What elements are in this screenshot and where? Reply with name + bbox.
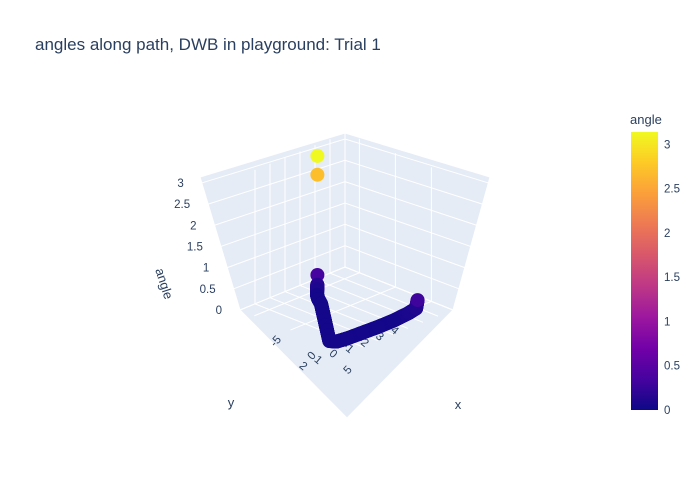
colorbar-tick-label: 0.5 [664,361,680,373]
z-tick-label: 1.5 [187,241,203,253]
y-gridline [269,163,379,342]
colorbar: angle 0 0.5 1 1.5 2 2.5 3 [630,112,680,417]
x-axis-title: x [455,397,462,412]
data-point [410,293,425,308]
data-point [310,148,325,163]
z-tick-label: 2.5 [174,199,190,211]
y-gridline [284,157,394,336]
colorbar-tick-label: 2 [664,228,670,240]
colorbar-tick-label: 2.5 [664,184,680,196]
z-tick-label: 3 [177,178,183,190]
data-point [386,313,401,328]
data-point [371,319,386,334]
y-gridline [329,139,439,317]
colorbar-gradient [631,132,658,410]
colorbar-tick-label: 3 [664,139,670,151]
z-tick-label: 0 [216,305,222,317]
colorbar-tick-label: 1 [664,317,670,329]
z-axis-title: angle [152,266,176,301]
data-point [310,268,325,282]
colorbar-tick-labels: 0 0.5 1 1.5 2 2.5 3 [664,139,680,417]
z-tick-labels: 00.5 11.5 22.5 3 [174,178,222,317]
chart-title: angles along path, DWB in playground: Tr… [35,35,381,54]
z-tick-label: 2 [190,220,196,232]
colorbar-tick-label: 0 [664,405,670,417]
z-tick-label: 0.5 [200,284,216,296]
z-tick-label: 1 [203,263,209,275]
data-point [329,334,344,349]
colorbar-tick-label: 1.5 [664,272,680,284]
data-point [355,325,370,340]
y-gridline [299,151,409,329]
y-axis-title: y [228,395,235,410]
data-point [310,167,325,182]
data-points [310,148,425,349]
data-point [340,331,355,346]
colorbar-title: angle [630,112,662,127]
